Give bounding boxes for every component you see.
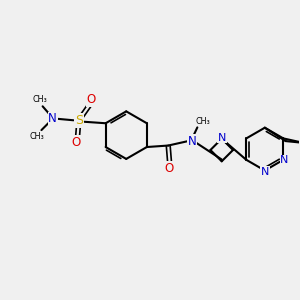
Text: N: N xyxy=(261,167,269,177)
Text: CH₃: CH₃ xyxy=(195,117,210,126)
Text: N: N xyxy=(280,155,289,165)
Text: O: O xyxy=(164,162,174,175)
Text: CH₃: CH₃ xyxy=(29,132,44,141)
Text: O: O xyxy=(71,136,80,149)
Text: O: O xyxy=(87,93,96,106)
Text: N: N xyxy=(48,112,57,125)
Text: CH₃: CH₃ xyxy=(33,95,48,104)
Text: N: N xyxy=(188,135,196,148)
Text: N: N xyxy=(218,133,226,142)
Text: S: S xyxy=(75,114,83,127)
